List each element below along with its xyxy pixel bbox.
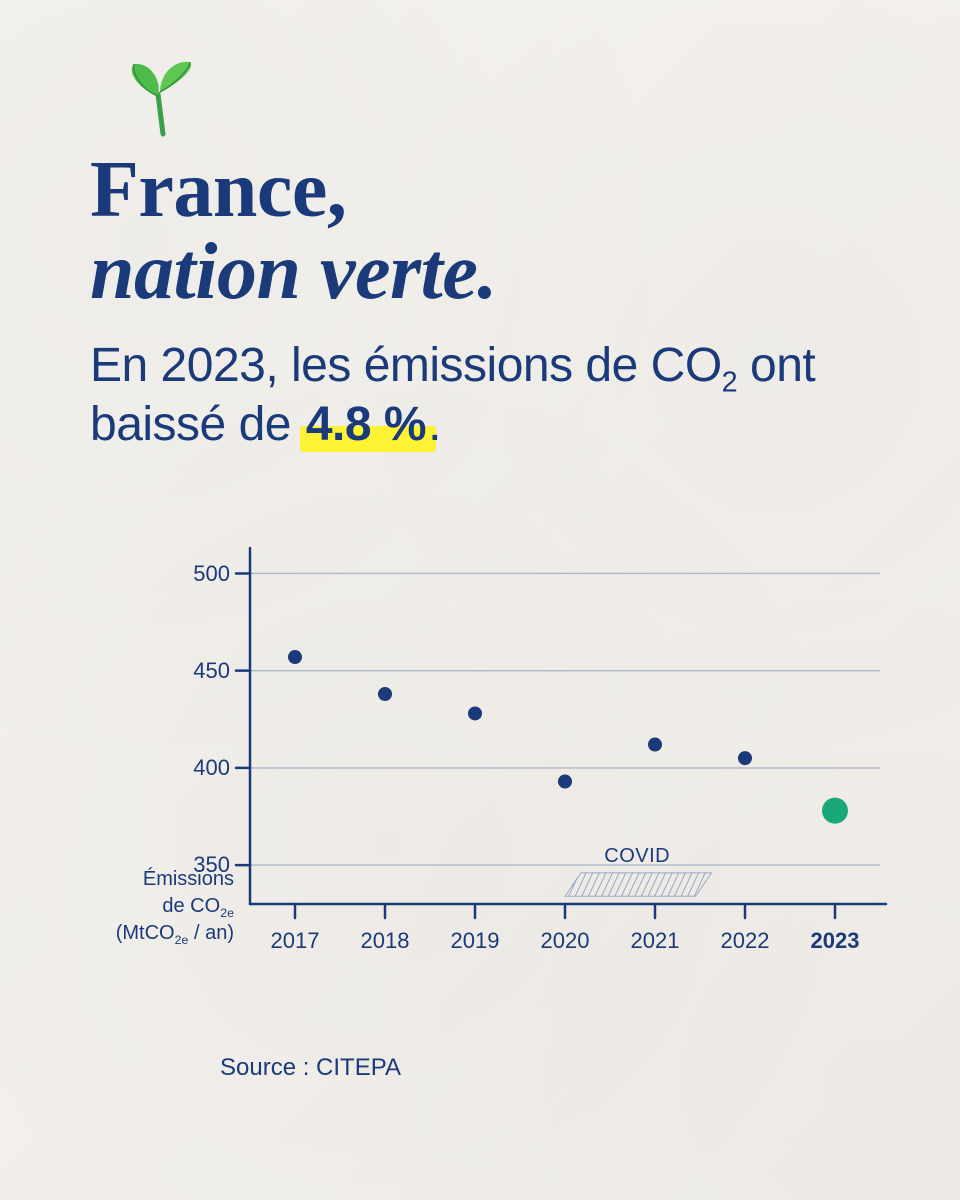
xtick-label: 2021 (615, 928, 695, 954)
covid-label: COVID (604, 845, 670, 868)
yaxis-title: Émissionsde CO2e(MtCO2e / an) (106, 866, 234, 947)
subtitle-highlight: 4.8 % (304, 396, 428, 455)
subtitle: En 2023, les émissions de CO2 ont baissé… (90, 337, 880, 454)
ytick-label: 500 (170, 561, 230, 587)
xtick-label: 2022 (705, 928, 785, 954)
ytick-label: 400 (170, 755, 230, 781)
sprout-icon (120, 60, 206, 143)
xtick-label: 2020 (525, 928, 605, 954)
subtitle-prefix: En 2023, les émissions de CO (90, 339, 722, 392)
ytick-label: 450 (170, 658, 230, 684)
subtitle-suffix: . (428, 398, 441, 451)
page-title: France, nation verte. (90, 150, 880, 313)
xtick-label: 2018 (345, 928, 425, 954)
title-line-1: France, (90, 146, 346, 234)
subtitle-sub: 2 (722, 367, 738, 399)
xtick-label: 2019 (435, 928, 515, 954)
title-line-2: nation verte. (90, 228, 497, 316)
infographic-page: France, nation verte. En 2023, les émiss… (0, 0, 960, 1200)
xtick-label: 2023 (795, 928, 875, 954)
source-label: Source : CITEPA (220, 1054, 880, 1082)
emissions-chart: 3504004505002017201820192020202120222023… (110, 544, 890, 1024)
xtick-label: 2017 (255, 928, 335, 954)
